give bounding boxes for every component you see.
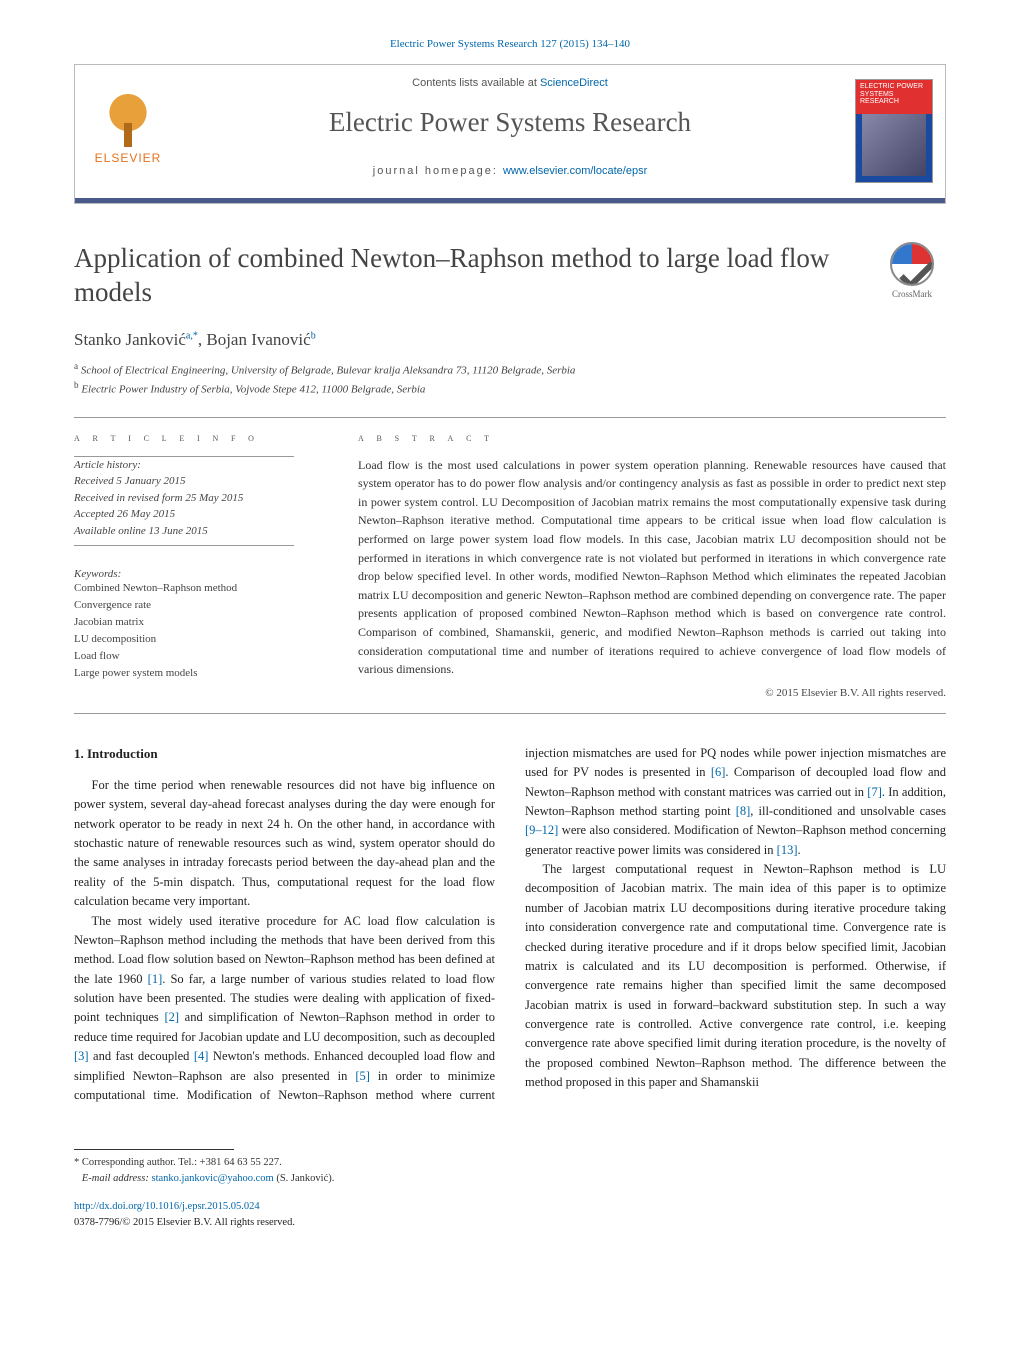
cover-image bbox=[862, 114, 926, 176]
history-received: Received 5 January 2015 bbox=[74, 473, 324, 490]
info-divider-2 bbox=[74, 545, 294, 546]
citation-link[interactable]: [4] bbox=[194, 1049, 209, 1063]
keyword: LU decomposition bbox=[74, 631, 324, 648]
doi-block: http://dx.doi.org/10.1016/j.epsr.2015.05… bbox=[74, 1199, 946, 1231]
journal-homepage-link[interactable]: www.elsevier.com/locate/epsr bbox=[503, 165, 647, 177]
cover-title-stripe: ELECTRIC POWER SYSTEMS RESEARCH bbox=[856, 80, 932, 114]
section-1-heading: 1. Introduction bbox=[74, 744, 495, 764]
corr-text: Corresponding author. Tel.: +381 64 63 5… bbox=[82, 1157, 282, 1168]
citation-link[interactable]: [9–12] bbox=[525, 823, 558, 837]
abstract-text: Load flow is the most used calculations … bbox=[358, 456, 946, 679]
keywords-label: Keywords: bbox=[74, 568, 324, 580]
citation-link[interactable]: [3] bbox=[74, 1049, 89, 1063]
author-1: Stanko Janković bbox=[74, 330, 186, 349]
keyword: Combined Newton–Raphson method bbox=[74, 580, 324, 597]
copyright-line: © 2015 Elsevier B.V. All rights reserved… bbox=[358, 687, 946, 699]
contents-line: Contents lists available at ScienceDirec… bbox=[75, 77, 945, 89]
citation-link[interactable]: [1] bbox=[148, 972, 163, 986]
abstract-heading: A B S T R A C T bbox=[358, 432, 946, 444]
email-label: E-mail address: bbox=[82, 1173, 152, 1184]
journal-cover-thumbnail: ELECTRIC POWER SYSTEMS RESEARCH bbox=[855, 79, 933, 183]
keyword: Load flow bbox=[74, 648, 324, 665]
corresponding-author-note: * Corresponding author. Tel.: +381 64 63… bbox=[74, 1155, 946, 1171]
citation-link[interactable]: [2] bbox=[164, 1010, 179, 1024]
keywords-list: Combined Newton–Raphson method Convergen… bbox=[74, 580, 324, 682]
citation-link[interactable]: [13] bbox=[777, 843, 798, 857]
paragraph: For the time period when renewable resou… bbox=[74, 776, 495, 912]
doi-link[interactable]: http://dx.doi.org/10.1016/j.epsr.2015.05… bbox=[74, 1201, 260, 1212]
keyword: Large power system models bbox=[74, 665, 324, 682]
citation-link[interactable]: [8] bbox=[736, 804, 751, 818]
text-run: , ill-conditioned and unsolvable cases bbox=[750, 804, 946, 818]
paragraph: The largest computational request in New… bbox=[525, 860, 946, 1093]
divider bbox=[74, 417, 946, 418]
email-line: E-mail address: stanko.jankovic@yahoo.co… bbox=[74, 1171, 946, 1187]
authors-line: Stanko Jankovića,*, Bojan Ivanovićb bbox=[74, 330, 946, 350]
sciencedirect-link[interactable]: ScienceDirect bbox=[540, 77, 608, 89]
journal-homepage-line: journal homepage: www.elsevier.com/locat… bbox=[75, 165, 945, 177]
article-history: Article history: Received 5 January 2015… bbox=[74, 457, 324, 540]
citation-link[interactable]: [6] bbox=[711, 765, 726, 779]
email-attribution: (S. Janković). bbox=[274, 1173, 335, 1184]
journal-name: Electric Power Systems Research bbox=[75, 107, 945, 138]
history-label: Article history: bbox=[74, 457, 324, 474]
footnote-rule bbox=[74, 1149, 234, 1150]
keyword: Jacobian matrix bbox=[74, 614, 324, 631]
divider-2 bbox=[74, 713, 946, 714]
citation-link[interactable]: [7] bbox=[867, 785, 882, 799]
author-1-affil-mark: a,* bbox=[186, 330, 198, 341]
issn-copyright-line: 0378-7796/© 2015 Elsevier B.V. All right… bbox=[74, 1217, 295, 1228]
affiliation-b-text: Electric Power Industry of Serbia, Vojvo… bbox=[81, 384, 425, 396]
article-info-heading: A R T I C L E I N F O bbox=[74, 432, 324, 444]
header-accent-bar bbox=[75, 198, 945, 203]
text-run: and fast decoupled bbox=[89, 1049, 194, 1063]
affiliations: a School of Electrical Engineering, Univ… bbox=[74, 360, 946, 399]
crossmark-label: CrossMark bbox=[892, 289, 932, 299]
article-title: Application of combined Newton–Raphson m… bbox=[74, 242, 862, 310]
history-accepted: Accepted 26 May 2015 bbox=[74, 506, 324, 523]
affiliation-b: b Electric Power Industry of Serbia, Voj… bbox=[74, 379, 946, 399]
article-info-column: A R T I C L E I N F O Article history: R… bbox=[74, 432, 324, 699]
author-email-link[interactable]: stanko.jankovic@yahoo.com bbox=[151, 1173, 273, 1184]
text-run: . bbox=[797, 843, 800, 857]
history-online: Available online 13 June 2015 bbox=[74, 523, 324, 540]
footnotes: * Corresponding author. Tel.: +381 64 63… bbox=[74, 1149, 946, 1187]
publisher-wordmark: ELSEVIER bbox=[93, 151, 163, 165]
crossmark-icon bbox=[890, 242, 934, 286]
citation-link[interactable]: [5] bbox=[355, 1069, 370, 1083]
keyword: Convergence rate bbox=[74, 597, 324, 614]
affiliation-a-text: School of Electrical Engineering, Univer… bbox=[81, 364, 576, 376]
text-run: were also considered. Modification of Ne… bbox=[525, 823, 946, 856]
author-2: Bojan Ivanović bbox=[206, 330, 310, 349]
journal-header-box: ELSEVIER Contents lists available at Sci… bbox=[74, 64, 946, 204]
abstract-column: A B S T R A C T Load flow is the most us… bbox=[358, 432, 946, 699]
article-body: 1. Introduction For the time period when… bbox=[74, 744, 946, 1106]
affiliation-a: a School of Electrical Engineering, Univ… bbox=[74, 360, 946, 380]
journal-citation-line: Electric Power Systems Research 127 (201… bbox=[74, 38, 946, 50]
crossmark-badge[interactable]: CrossMark bbox=[878, 242, 946, 299]
contents-prefix: Contents lists available at bbox=[412, 77, 540, 89]
homepage-prefix: journal homepage: bbox=[373, 165, 503, 177]
author-2-affil-mark: b bbox=[311, 330, 316, 341]
history-revised: Received in revised form 25 May 2015 bbox=[74, 490, 324, 507]
